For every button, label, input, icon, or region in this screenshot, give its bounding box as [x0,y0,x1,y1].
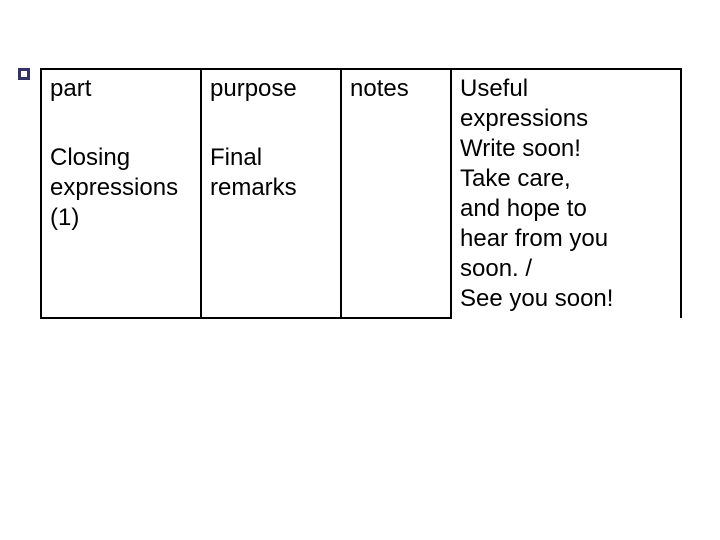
letter-parts-table: part purpose notes Useful expressions Wr… [40,68,680,319]
useful-expressions-cell: Useful expressions Write soon! Take care… [451,69,681,318]
purpose-l1: Final [210,143,332,173]
expr-line: Write soon! [460,134,672,164]
part-l1: Closing [50,143,192,173]
part-l3: (1) [50,203,192,233]
header-part: part [41,69,201,139]
expr-line: See you soon! [460,284,672,314]
purpose-l2: remarks [210,173,332,203]
expr-line: hear from you [460,224,672,254]
part-cell: Closing expressions (1) [41,139,201,318]
expr-line: Take care, [460,164,672,194]
expr-line: soon. / [460,254,672,284]
notes-cell [341,139,451,318]
part-l2: expressions [50,173,192,203]
table-header-row: part purpose notes Useful expressions Wr… [41,69,681,139]
table: part purpose notes Useful expressions Wr… [40,68,682,319]
useful-heading-l1: Useful [460,74,672,104]
slide-bullet [18,68,30,80]
useful-heading-l2: expressions [460,104,672,134]
purpose-cell: Final remarks [201,139,341,318]
header-notes: notes [341,69,451,139]
header-purpose: purpose [201,69,341,139]
expr-line: and hope to [460,194,672,224]
